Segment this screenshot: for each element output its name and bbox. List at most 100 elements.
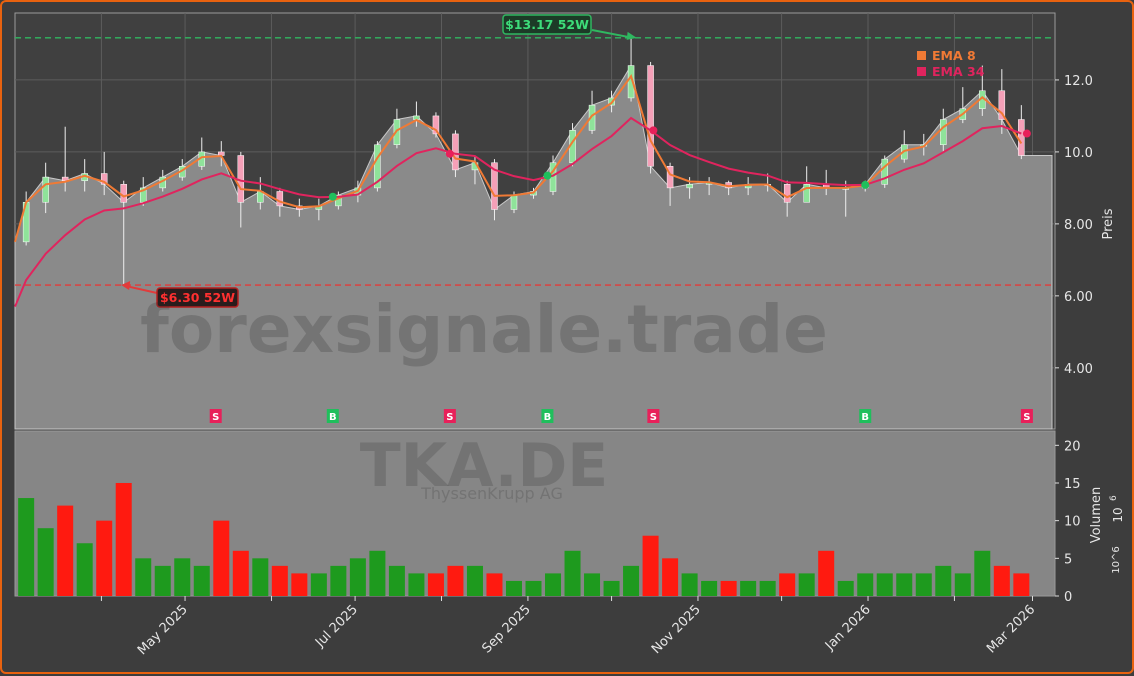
- signal-label: S: [650, 412, 657, 423]
- signal-dot: [1022, 129, 1031, 138]
- signal-dot: [328, 192, 337, 201]
- candle-body: [491, 162, 498, 210]
- low-label: $6.30 52W: [160, 290, 235, 305]
- candle-body: [998, 90, 1006, 120]
- date-tick-label: Jul 2025: [312, 602, 361, 651]
- volume-bar: [525, 580, 542, 596]
- volume-bar: [37, 528, 54, 596]
- volume-bar: [915, 573, 932, 596]
- volume-bar: [310, 573, 327, 596]
- signal-dot: [649, 126, 658, 135]
- volume-bar: [505, 580, 522, 596]
- candle: [432, 112, 440, 138]
- volume-unit-label: 10 6: [1109, 495, 1125, 523]
- signal-marker-buy: B: [859, 180, 872, 423]
- volume-bar: [154, 565, 171, 596]
- candle: [998, 69, 1006, 134]
- candle: [374, 141, 381, 192]
- signal-dot: [445, 149, 454, 158]
- candle-body: [276, 191, 284, 207]
- volume-bar: [252, 558, 269, 596]
- signal-marker-buy: B: [541, 171, 554, 423]
- legend-swatch: [917, 51, 926, 60]
- volume-tick-label: 15: [1064, 477, 1081, 492]
- candle: [588, 90, 596, 134]
- volume-bar: [115, 482, 132, 596]
- candle-body: [666, 166, 674, 189]
- volume-bar: [232, 550, 249, 596]
- volume-bar: [1013, 573, 1030, 596]
- candle-body: [120, 184, 127, 203]
- signal-marker-buy: B: [326, 192, 339, 423]
- volume-bar: [720, 580, 737, 596]
- volume-bar: [369, 550, 386, 596]
- legend-item: EMA 34: [917, 64, 985, 79]
- candle-body: [686, 184, 693, 189]
- date-tick-label: Sep 2025: [480, 602, 534, 656]
- volume-bar: [486, 573, 503, 596]
- volume-bar: [798, 573, 815, 596]
- volume-bar: [779, 573, 796, 596]
- signal-label: B: [544, 412, 552, 423]
- date-tick-label: Nov 2025: [649, 602, 704, 657]
- legend-label: EMA 34: [932, 64, 985, 79]
- volume-bar: [564, 550, 581, 596]
- volume-bar: [662, 558, 679, 596]
- volume-bar: [876, 573, 893, 596]
- candle-body: [803, 184, 810, 203]
- candle-body: [218, 151, 225, 156]
- volume-bar: [818, 550, 835, 596]
- volume-bar: [974, 550, 991, 596]
- volume-bar: [291, 573, 308, 596]
- volume-unit: 10^6: [1111, 546, 1122, 573]
- candle-body: [100, 173, 108, 185]
- candle-body: [42, 176, 49, 203]
- date-tick-label: Jan 2026: [822, 602, 874, 654]
- ema-line-34: [14, 116, 1022, 308]
- volume-bar: [193, 565, 210, 596]
- volume-bar: [759, 580, 776, 596]
- volume-bar: [466, 565, 483, 596]
- arrow-head-icon: [626, 31, 637, 40]
- signal-marker-sell: S: [443, 149, 456, 423]
- candle-body: [1018, 119, 1025, 156]
- volume-bar: [388, 565, 405, 596]
- volume-bar: [993, 565, 1010, 596]
- volume-bar: [213, 520, 230, 596]
- volume-bar: [623, 565, 640, 596]
- signal-badge: [541, 409, 554, 423]
- signal-badge: [859, 409, 872, 423]
- watermark-company: ThyssenKrupp AG: [420, 484, 563, 503]
- signal-marker-sell: S: [209, 409, 222, 423]
- legend-swatch: [917, 67, 926, 76]
- candle-body: [510, 194, 518, 210]
- volume-tick-label: 5: [1064, 552, 1072, 567]
- price-tick-label: 8.00: [1064, 218, 1093, 233]
- signal-badge: [647, 409, 660, 423]
- candle-body: [783, 184, 791, 203]
- volume-bar: [545, 573, 562, 596]
- signal-label: B: [329, 412, 337, 423]
- volume-bar: [896, 573, 913, 596]
- volume-bar: [76, 543, 93, 596]
- signal-dot: [543, 171, 552, 180]
- unit-exponent: 6: [1109, 495, 1119, 501]
- volume-bar: [96, 520, 113, 596]
- signal-label: S: [1023, 412, 1030, 423]
- volume-bar: [447, 565, 464, 596]
- candle: [666, 162, 674, 206]
- candle: [42, 162, 49, 214]
- candle-body: [432, 115, 440, 135]
- volume-bar: [349, 558, 366, 596]
- volume-bar: [857, 573, 874, 596]
- candle-body: [940, 119, 947, 145]
- legend-item: EMA 8: [917, 48, 976, 63]
- price-tick-label: 12.0: [1064, 74, 1093, 89]
- candle: [100, 151, 108, 196]
- volume-bar: [837, 580, 854, 596]
- volume-bar: [642, 535, 659, 596]
- signal-badge: [443, 409, 456, 423]
- price-tick-label: 10.0: [1064, 146, 1093, 161]
- signal-label: S: [446, 412, 453, 423]
